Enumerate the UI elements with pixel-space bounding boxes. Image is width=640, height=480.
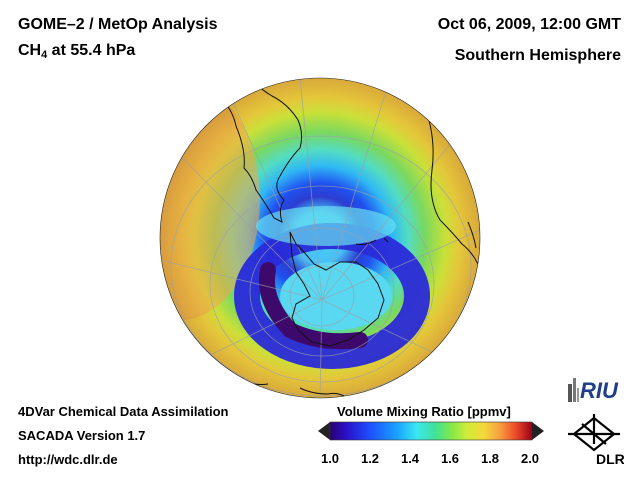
species-subscript: 4: [41, 49, 48, 61]
africa-coast: [425, 109, 479, 265]
colorbar-tick-label: 1.2: [360, 451, 380, 466]
dlr-mark: [568, 414, 620, 452]
colorbar: [318, 421, 544, 441]
analysis-date: Oct 06, 2009, 12:00 GMT: [437, 16, 621, 33]
dlr-logo-text: DLR: [596, 451, 624, 466]
pressure-level: at 55.4 hPa: [47, 42, 136, 59]
colorbar-over-arrow: [532, 422, 544, 440]
footer-version: SACADA Version 1.7: [18, 428, 146, 443]
globe-outline: [159, 77, 481, 399]
footer-url[interactable]: http://wdc.dlr.de: [18, 452, 118, 467]
species-name: CH: [18, 42, 42, 59]
colorbar-tick-label: 1.6: [440, 451, 460, 466]
colorbar-tick-label: 1.0: [320, 451, 340, 466]
colorbar-gradient: [329, 421, 533, 441]
south-america-coast: [213, 83, 303, 223]
colorbar-under-arrow: [318, 422, 330, 440]
species-level-label: CH4 at 55.4 hPa: [18, 42, 135, 61]
colorbar-tick-label: 1.8: [480, 451, 500, 466]
coastlines: [213, 83, 479, 397]
antarctica-coast: [289, 231, 385, 347]
sub-antarctic-islands: [355, 237, 389, 245]
hemisphere-label: Southern Hemisphere: [454, 47, 621, 64]
riu-logo: RIU: [568, 378, 619, 403]
footer-method: 4DVar Chemical Data Assimilation: [18, 404, 229, 419]
map-title: GOME–2 / MetOp Analysis: [18, 16, 218, 33]
colorbar-title: Volume Mixing Ratio [ppmv]: [337, 404, 511, 419]
colorbar-tick-label: 2.0: [520, 451, 540, 466]
globe-map: [159, 77, 481, 399]
dlr-logo: DLR: [568, 414, 624, 466]
riu-logo-text: RIU: [580, 378, 619, 403]
colorbar-tick-label: 1.4: [400, 451, 420, 466]
